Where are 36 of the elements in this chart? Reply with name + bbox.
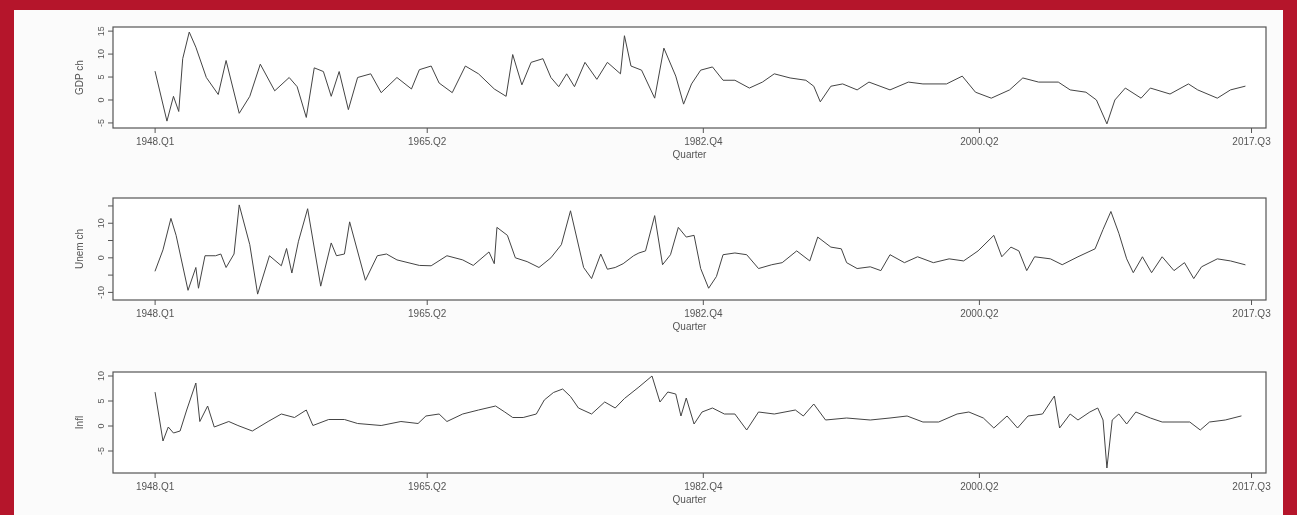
x-tick-label: 1965.Q2 (408, 481, 447, 492)
x-axis-title: Quarter (672, 149, 708, 160)
x-tick-label: 1965.Q2 (408, 136, 447, 147)
x-tick-label: 1982.Q4 (684, 136, 723, 147)
y-tick-label: 0 (96, 423, 106, 429)
x-tick-label: 2000.Q2 (960, 481, 1000, 492)
line-series (154, 375, 1242, 469)
y-tick-label: 10 (96, 218, 106, 229)
y-axis-title: Unem ch (74, 228, 85, 270)
x-tick-label: 2017.Q3 (1232, 481, 1272, 492)
x-tick-label: 1982.Q4 (684, 308, 723, 319)
x-tick-label: 2017.Q3 (1232, 308, 1272, 319)
y-tick-label: 10 (96, 370, 106, 382)
y-tick-label: 15 (96, 26, 106, 37)
x-tick-label: 1948.Q1 (135, 136, 175, 147)
y-axis-title: GDP ch (74, 60, 85, 95)
y-tick-label: -5 (96, 118, 106, 127)
y-tick-label: 0 (96, 255, 106, 261)
line-series (154, 204, 1246, 295)
x-tick-label: 1965.Q2 (408, 308, 447, 319)
x-tick-label: 1982.Q4 (684, 481, 723, 492)
x-axis-title: Quarter (672, 494, 708, 505)
line-series (154, 31, 1246, 125)
x-tick-label: 2000.Q2 (960, 308, 1000, 319)
x-tick-label: 1948.Q1 (135, 481, 175, 492)
y-tick-label: -5 (96, 446, 106, 456)
y-tick-label: 10 (96, 49, 106, 60)
x-axis-title: Quarter (672, 321, 708, 332)
y-axis-title: Infl (74, 415, 85, 430)
y-tick-label: 5 (96, 74, 106, 80)
y-tick-label: 5 (96, 398, 106, 404)
y-tick-label: -10 (96, 285, 106, 299)
x-tick-label: 1948.Q1 (135, 308, 175, 319)
x-tick-label: 2000.Q2 (960, 136, 1000, 147)
y-tick-label: 0 (96, 97, 106, 103)
x-tick-label: 2017.Q3 (1232, 136, 1272, 147)
